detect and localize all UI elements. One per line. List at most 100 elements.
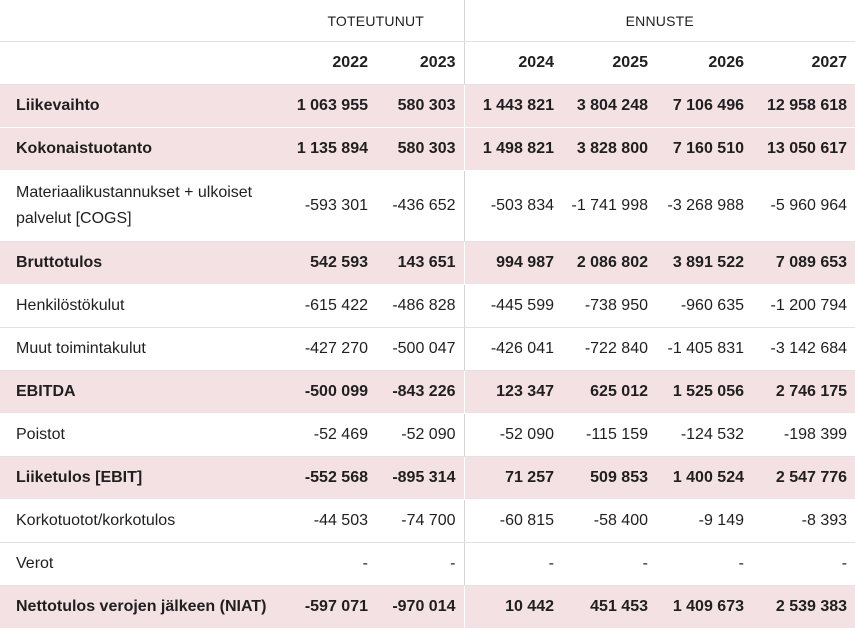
- year-header-2027: 2027: [752, 41, 855, 85]
- year-header-empty: [0, 41, 288, 85]
- value-cell-2023: 580 303: [376, 127, 465, 171]
- value-cell-2025: 509 853: [562, 456, 656, 500]
- value-cell-2025: 625 012: [562, 370, 656, 414]
- value-cell-2026: 7 160 510: [656, 127, 752, 171]
- table-row: Korkotuotot/korkotulos -44 503 -74 700 -60 …: [0, 499, 855, 543]
- table-row: EBITDA -500 099 -843 226 123 347 625 012 1 52…: [0, 370, 855, 414]
- group-header-empty: [0, 0, 288, 42]
- value-cell-2023: -: [376, 542, 465, 586]
- year-header-2022: 2022: [288, 41, 376, 85]
- row-label: EBITDA: [0, 370, 288, 414]
- value-cell-2023: -895 314: [376, 456, 465, 500]
- value-cell-2022: -593 301: [288, 170, 376, 242]
- value-cell-2027: -198 399: [752, 413, 855, 457]
- value-cell-2026: 7 106 496: [656, 84, 752, 128]
- value-cell-2023: -486 828: [376, 284, 465, 328]
- table-row: Verot - - - - - -: [0, 542, 855, 586]
- row-label: Verot: [0, 542, 288, 586]
- row-label: Nettotulos verojen jälkeen (NIAT): [0, 585, 288, 629]
- value-cell-2026: 3 891 522: [656, 241, 752, 285]
- value-cell-2027: -5 960 964: [752, 170, 855, 242]
- value-cell-2024: -52 090: [464, 413, 562, 457]
- value-cell-2024: 10 442: [464, 585, 562, 629]
- value-cell-2022: 542 593: [288, 241, 376, 285]
- year-header-2023: 2023: [376, 41, 465, 85]
- value-cell-2024: -503 834: [464, 170, 562, 242]
- value-cell-2027: 13 050 617: [752, 127, 855, 171]
- year-header-2026: 2026: [656, 41, 752, 85]
- row-label: Materiaalikustannukset + ulkoiset palvel…: [0, 170, 288, 242]
- value-cell-2025: -: [562, 542, 656, 586]
- value-cell-2026: 1 409 673: [656, 585, 752, 629]
- value-cell-2027: -: [752, 542, 855, 586]
- value-cell-2026: 1 525 056: [656, 370, 752, 414]
- value-cell-2022: -427 270: [288, 327, 376, 371]
- value-cell-2023: -843 226: [376, 370, 465, 414]
- value-cell-2022: -615 422: [288, 284, 376, 328]
- value-cell-2025: -722 840: [562, 327, 656, 371]
- value-cell-2027: -3 142 684: [752, 327, 855, 371]
- value-cell-2022: 1 063 955: [288, 84, 376, 128]
- table-row: Poistot -52 469 -52 090 -52 090 -115 159 -124…: [0, 413, 855, 457]
- value-cell-2023: 143 651: [376, 241, 465, 285]
- row-label: Bruttotulos: [0, 241, 288, 285]
- row-label: Poistot: [0, 413, 288, 457]
- table-row: Kokonaistuotanto 1 135 894 580 303 1 498 82…: [0, 127, 855, 171]
- row-label: Korkotuotot/korkotulos: [0, 499, 288, 543]
- value-cell-2027: 7 089 653: [752, 241, 855, 285]
- group-header-forecast: ENNUSTE: [464, 0, 855, 42]
- value-cell-2024: 123 347: [464, 370, 562, 414]
- value-cell-2026: -960 635: [656, 284, 752, 328]
- group-header-actual: TOTEUTUNUT: [288, 0, 465, 42]
- row-label: Liiketulos [EBIT]: [0, 456, 288, 500]
- value-cell-2027: 12 958 618: [752, 84, 855, 128]
- value-cell-2027: 2 539 383: [752, 585, 855, 629]
- table-row: Materiaalikustannukset + ulkoiset palvel…: [0, 170, 855, 242]
- value-cell-2025: -115 159: [562, 413, 656, 457]
- value-cell-2023: -436 652: [376, 170, 465, 242]
- value-cell-2024: -426 041: [464, 327, 562, 371]
- value-cell-2023: -74 700: [376, 499, 465, 543]
- value-cell-2022: 1 135 894: [288, 127, 376, 171]
- value-cell-2024: 71 257: [464, 456, 562, 500]
- value-cell-2023: -500 047: [376, 327, 465, 371]
- value-cell-2025: 3 828 800: [562, 127, 656, 171]
- value-cell-2023: 580 303: [376, 84, 465, 128]
- value-cell-2024: -60 815: [464, 499, 562, 543]
- value-cell-2025: 2 086 802: [562, 241, 656, 285]
- row-label: Henkilöstökulut: [0, 284, 288, 328]
- row-label: Muut toimintakulut: [0, 327, 288, 371]
- value-cell-2026: -1 405 831: [656, 327, 752, 371]
- value-cell-2022: -552 568: [288, 456, 376, 500]
- table-row: Henkilöstökulut -615 422 -486 828 -445 599-…: [0, 284, 855, 328]
- group-header-row: TOTEUTUNUT ENNUSTE: [0, 0, 855, 42]
- value-cell-2025: 451 453: [562, 585, 656, 629]
- value-cell-2024: 1 443 821: [464, 84, 562, 128]
- value-cell-2027: 2 746 175: [752, 370, 855, 414]
- year-header-2024: 2024: [464, 41, 562, 85]
- value-cell-2024: 1 498 821: [464, 127, 562, 171]
- row-label: Kokonaistuotanto: [0, 127, 288, 171]
- value-cell-2027: -8 393: [752, 499, 855, 543]
- value-cell-2027: -1 200 794: [752, 284, 855, 328]
- value-cell-2022: -597 071: [288, 585, 376, 629]
- value-cell-2025: 3 804 248: [562, 84, 656, 128]
- year-header-row: 2022 2023 2024 2025 2026 2027: [0, 41, 855, 85]
- table-row: Nettotulos verojen jälkeen (NIAT) -597 07…: [0, 585, 855, 629]
- value-cell-2026: -124 532: [656, 413, 752, 457]
- value-cell-2026: -3 268 988: [656, 170, 752, 242]
- value-cell-2023: -52 090: [376, 413, 465, 457]
- row-label: Liikevaihto: [0, 84, 288, 128]
- value-cell-2026: -: [656, 542, 752, 586]
- value-cell-2022: -52 469: [288, 413, 376, 457]
- value-cell-2025: -738 950: [562, 284, 656, 328]
- value-cell-2024: 994 987: [464, 241, 562, 285]
- value-cell-2022: -: [288, 542, 376, 586]
- value-cell-2026: 1 400 524: [656, 456, 752, 500]
- table-row: Liikevaihto 1 063 955 580 303 1 443 821 3 80…: [0, 84, 855, 128]
- year-header-2025: 2025: [562, 41, 656, 85]
- value-cell-2022: -44 503: [288, 499, 376, 543]
- value-cell-2027: 2 547 776: [752, 456, 855, 500]
- table-row: Bruttotulos 542 593 143 651 994 987 2 086 80…: [0, 241, 855, 285]
- value-cell-2026: -9 149: [656, 499, 752, 543]
